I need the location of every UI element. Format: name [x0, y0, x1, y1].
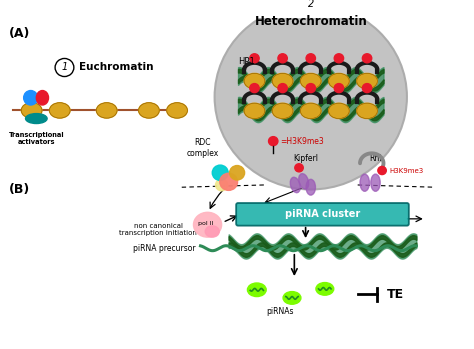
Circle shape [278, 83, 287, 92]
Text: 1: 1 [61, 62, 68, 73]
Ellipse shape [24, 90, 38, 105]
Circle shape [362, 54, 372, 63]
Circle shape [278, 54, 287, 63]
Ellipse shape [36, 90, 48, 105]
Circle shape [250, 54, 259, 63]
Ellipse shape [193, 212, 222, 237]
Ellipse shape [244, 103, 265, 119]
Circle shape [220, 173, 237, 191]
Circle shape [334, 83, 344, 92]
Text: piRNAs: piRNAs [266, 307, 294, 316]
Text: =H3K9me3: =H3K9me3 [280, 137, 324, 146]
Circle shape [250, 83, 259, 92]
Circle shape [216, 179, 228, 191]
Circle shape [269, 136, 278, 146]
Ellipse shape [357, 73, 377, 89]
Ellipse shape [306, 179, 316, 195]
Circle shape [362, 83, 372, 92]
Text: Transcriptional
activators: Transcriptional activators [9, 132, 64, 144]
Text: Kipferl: Kipferl [293, 154, 319, 163]
Ellipse shape [272, 103, 293, 119]
Circle shape [306, 54, 316, 63]
Text: RDC
complex: RDC complex [187, 139, 219, 158]
Circle shape [215, 4, 407, 190]
Ellipse shape [301, 103, 321, 119]
Text: TE: TE [387, 288, 404, 301]
Ellipse shape [301, 73, 321, 89]
FancyBboxPatch shape [236, 203, 409, 225]
Circle shape [212, 165, 228, 180]
Ellipse shape [167, 103, 187, 118]
Ellipse shape [138, 103, 159, 118]
Circle shape [301, 0, 320, 13]
Text: HP1: HP1 [238, 57, 255, 66]
Text: piRNA cluster: piRNA cluster [285, 209, 360, 219]
Text: 2: 2 [308, 0, 314, 9]
Ellipse shape [26, 113, 47, 124]
Ellipse shape [272, 73, 293, 89]
Ellipse shape [357, 103, 377, 119]
Circle shape [55, 59, 74, 76]
Circle shape [306, 83, 316, 92]
Text: (A): (A) [9, 27, 30, 40]
Text: H3K9me3: H3K9me3 [390, 168, 424, 173]
Ellipse shape [371, 174, 380, 191]
Ellipse shape [21, 103, 42, 118]
Text: piRNA precursor: piRNA precursor [133, 244, 196, 253]
Ellipse shape [316, 283, 334, 295]
Ellipse shape [360, 174, 369, 191]
Text: non canonical
transcription initiation: non canonical transcription initiation [119, 223, 197, 236]
Ellipse shape [328, 103, 349, 119]
Ellipse shape [244, 73, 265, 89]
Ellipse shape [205, 226, 219, 237]
Ellipse shape [328, 73, 349, 89]
Circle shape [295, 164, 303, 172]
Ellipse shape [290, 177, 301, 193]
Ellipse shape [283, 291, 301, 304]
Text: Heterochromatin: Heterochromatin [255, 15, 367, 28]
Text: (B): (B) [9, 183, 30, 196]
Ellipse shape [96, 103, 117, 118]
Text: Rhi: Rhi [369, 154, 382, 163]
Circle shape [334, 54, 344, 63]
Text: Euchromatin: Euchromatin [79, 62, 153, 73]
Ellipse shape [299, 173, 309, 189]
Ellipse shape [247, 283, 266, 297]
Circle shape [229, 165, 245, 180]
Circle shape [378, 166, 386, 174]
Text: pol II: pol II [198, 221, 213, 226]
Ellipse shape [49, 103, 70, 118]
